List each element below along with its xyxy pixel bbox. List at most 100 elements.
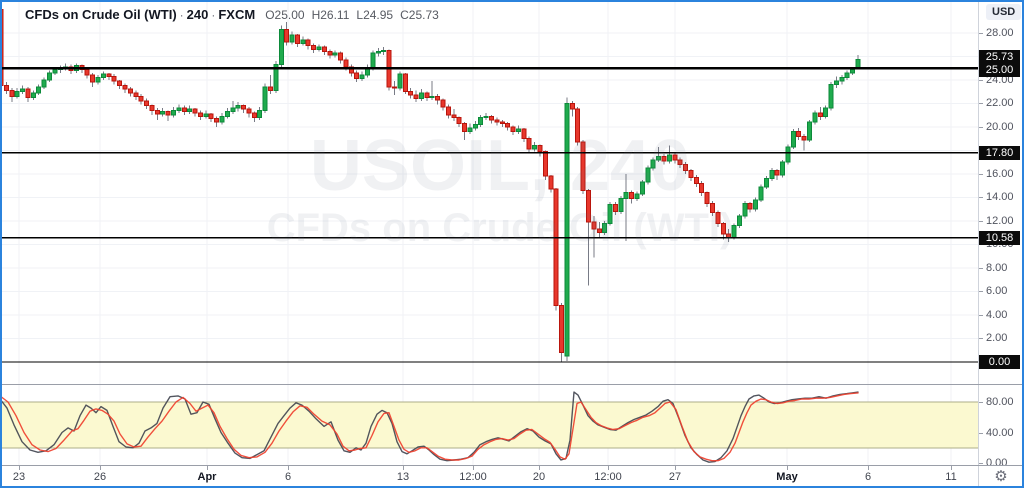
candle-up[interactable] bbox=[429, 95, 435, 98]
candle-up[interactable] bbox=[483, 115, 489, 118]
candle-up[interactable] bbox=[36, 86, 42, 94]
candle-down[interactable] bbox=[591, 221, 597, 230]
candle-up[interactable] bbox=[823, 107, 829, 117]
candle-down[interactable] bbox=[127, 88, 133, 94]
candle-down[interactable] bbox=[246, 108, 252, 114]
candle-up[interactable] bbox=[753, 199, 759, 210]
candle-up[interactable] bbox=[359, 74, 365, 80]
candle-down[interactable] bbox=[559, 305, 565, 354]
candle-down[interactable] bbox=[683, 163, 689, 171]
candle-down[interactable] bbox=[327, 51, 333, 56]
candle-up[interactable] bbox=[807, 121, 812, 141]
candle-up[interactable] bbox=[666, 154, 672, 162]
candle-up[interactable] bbox=[203, 113, 209, 117]
candle-up[interactable] bbox=[602, 222, 608, 234]
candle-down[interactable] bbox=[580, 141, 586, 191]
candle-down[interactable] bbox=[111, 75, 117, 82]
candle-down[interactable] bbox=[138, 95, 144, 102]
candle-down[interactable] bbox=[747, 202, 753, 210]
candle-down[interactable] bbox=[505, 122, 511, 128]
candle-down[interactable] bbox=[122, 85, 128, 90]
candle-up[interactable] bbox=[742, 202, 748, 217]
candle-up[interactable] bbox=[564, 102, 570, 357]
candle-up[interactable] bbox=[828, 84, 834, 109]
candle-down[interactable] bbox=[311, 45, 317, 50]
candle-up[interactable] bbox=[370, 52, 376, 69]
candle-down[interactable] bbox=[133, 92, 139, 97]
candle-down[interactable] bbox=[629, 192, 635, 200]
candle-down[interactable] bbox=[586, 189, 592, 223]
candle-down[interactable] bbox=[214, 118, 220, 123]
candle-up[interactable] bbox=[418, 92, 424, 100]
candle-up[interactable] bbox=[656, 155, 662, 161]
candle-up[interactable] bbox=[262, 86, 268, 111]
candle-up[interactable] bbox=[639, 181, 645, 195]
candle-up[interactable] bbox=[381, 49, 387, 53]
candle-up[interactable] bbox=[467, 127, 473, 133]
candle-up[interactable] bbox=[230, 107, 236, 113]
candle-down[interactable] bbox=[575, 108, 581, 143]
candle-down[interactable] bbox=[149, 105, 155, 111]
candle-down[interactable] bbox=[9, 89, 15, 97]
candle-up[interactable] bbox=[14, 91, 20, 97]
candle-down[interactable] bbox=[553, 188, 559, 307]
candle-up[interactable] bbox=[187, 108, 193, 113]
candle-up[interactable] bbox=[780, 161, 786, 176]
candle-down[interactable] bbox=[284, 28, 290, 43]
candle-up[interactable] bbox=[176, 107, 182, 111]
price-axis[interactable]: USD 28.0024.0022.0020.0016.0014.0012.001… bbox=[978, 0, 1024, 488]
symbol-title[interactable]: CFDs on Crude Oil (WTI) bbox=[25, 7, 177, 22]
candle-down[interactable] bbox=[801, 135, 807, 141]
candle-up[interactable] bbox=[20, 88, 26, 93]
candle-up[interactable] bbox=[257, 109, 263, 118]
candle-up[interactable] bbox=[769, 169, 775, 180]
candle-down[interactable] bbox=[693, 176, 699, 184]
candle-down[interactable] bbox=[661, 155, 667, 162]
candle-down[interactable] bbox=[106, 73, 112, 77]
candle-down[interactable] bbox=[569, 102, 575, 110]
pane-separator[interactable] bbox=[0, 384, 1024, 385]
candle-up[interactable] bbox=[41, 79, 47, 88]
candle-down[interactable] bbox=[197, 112, 203, 117]
candle-down[interactable] bbox=[391, 86, 397, 89]
candle-down[interactable] bbox=[84, 68, 90, 76]
candle-up[interactable] bbox=[623, 192, 629, 200]
candle-down[interactable] bbox=[720, 222, 726, 235]
candle-up[interactable] bbox=[100, 73, 106, 78]
candle-down[interactable] bbox=[612, 203, 618, 213]
candle-up[interactable] bbox=[855, 58, 861, 69]
candle-down[interactable] bbox=[672, 154, 678, 161]
candle-down[interactable] bbox=[709, 202, 715, 214]
candle-down[interactable] bbox=[688, 169, 694, 178]
candle-up[interactable] bbox=[478, 116, 484, 126]
candle-down[interactable] bbox=[817, 112, 823, 117]
candle-down[interactable] bbox=[25, 88, 31, 98]
currency-badge[interactable]: USD bbox=[986, 4, 1022, 20]
candle-down[interactable] bbox=[715, 212, 721, 224]
candle-up[interactable] bbox=[30, 92, 36, 98]
candle-down[interactable] bbox=[494, 119, 500, 123]
candle-up[interactable] bbox=[300, 39, 306, 44]
candle-down[interactable] bbox=[165, 111, 171, 116]
candle-down[interactable] bbox=[241, 105, 247, 110]
candle-down[interactable] bbox=[0, 8, 4, 87]
candle-up[interactable] bbox=[790, 131, 796, 148]
candle-down[interactable] bbox=[408, 91, 414, 96]
time-axis[interactable]: 23 26 Apr 6 13 12:00 20 12:00 27 May 6 11 bbox=[0, 466, 978, 488]
candle-up[interactable] bbox=[844, 72, 850, 78]
stochastic-pane[interactable] bbox=[0, 385, 978, 465]
candle-up[interactable] bbox=[273, 64, 279, 91]
candle-down[interactable] bbox=[402, 73, 408, 93]
candle-down[interactable] bbox=[343, 59, 349, 68]
candle-down[interactable] bbox=[596, 228, 602, 234]
candle-up[interactable] bbox=[472, 124, 478, 129]
candle-down[interactable] bbox=[548, 175, 554, 190]
candle-up[interactable] bbox=[731, 225, 737, 238]
candle-down[interactable] bbox=[268, 86, 273, 91]
candle-down[interactable] bbox=[456, 116, 462, 124]
candle-down[interactable] bbox=[445, 106, 451, 116]
candle-down[interactable] bbox=[354, 72, 360, 80]
candle-down[interactable] bbox=[537, 145, 543, 153]
candle-up[interactable] bbox=[645, 167, 651, 183]
candle-down[interactable] bbox=[499, 121, 505, 124]
